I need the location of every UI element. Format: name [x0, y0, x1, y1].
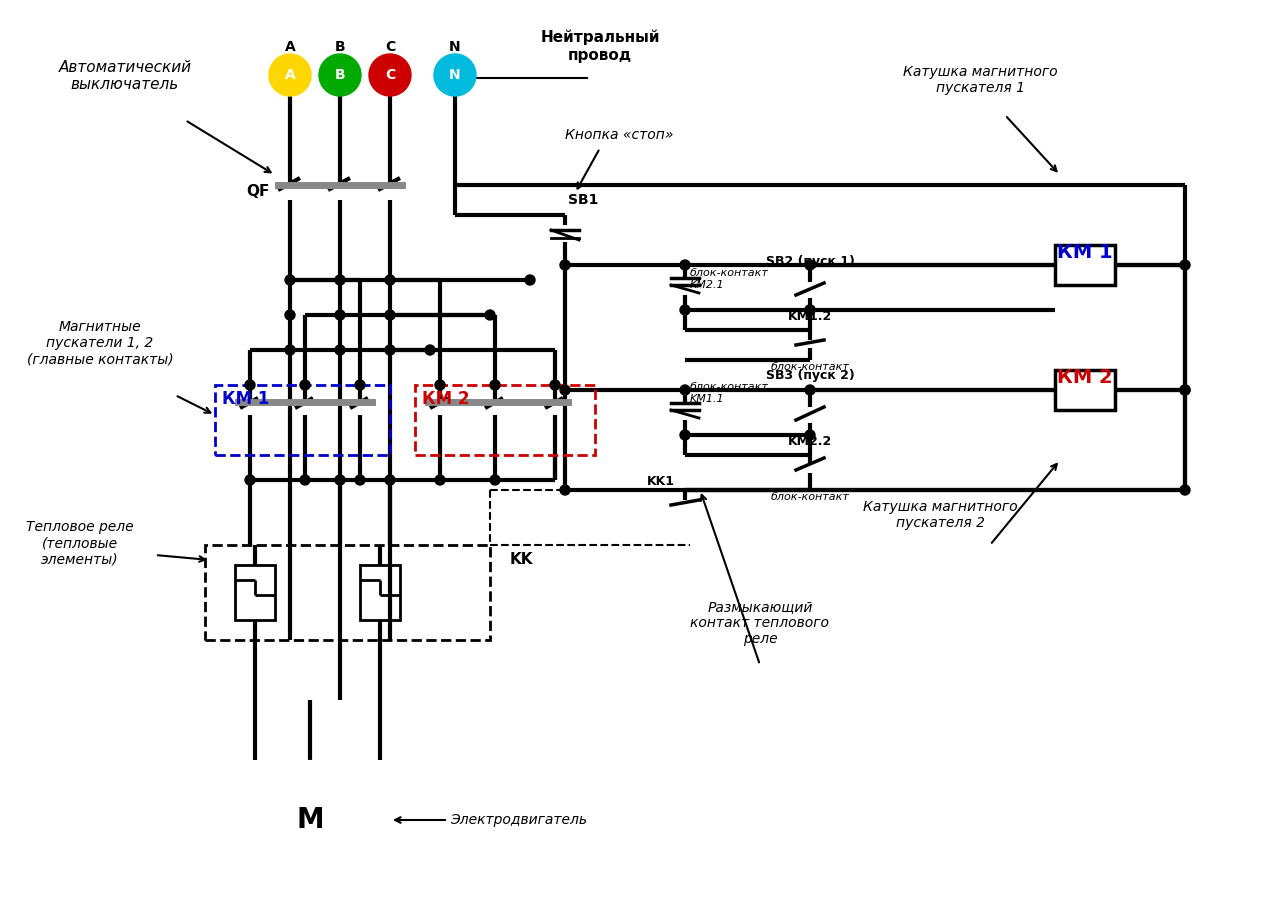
Bar: [235, 565, 275, 620]
Circle shape: [490, 475, 501, 485]
Circle shape: [1180, 485, 1190, 495]
Circle shape: [805, 305, 815, 315]
Text: Катушка магнитного
пускателя 1: Катушка магнитного пускателя 1: [903, 65, 1057, 95]
Circle shape: [335, 310, 345, 320]
Circle shape: [335, 345, 345, 355]
Circle shape: [561, 385, 570, 395]
Text: М: М: [296, 806, 324, 834]
Circle shape: [525, 275, 535, 285]
Text: N: N: [450, 68, 461, 82]
Circle shape: [384, 345, 395, 355]
Text: блок-контакт: блок-контакт: [770, 362, 849, 372]
Text: SB1: SB1: [568, 193, 599, 207]
Circle shape: [285, 345, 295, 355]
Circle shape: [369, 54, 411, 96]
Bar: [1055, 245, 1115, 285]
Circle shape: [679, 260, 690, 270]
Circle shape: [490, 380, 501, 390]
Circle shape: [319, 54, 361, 96]
Circle shape: [805, 260, 815, 270]
Circle shape: [561, 485, 570, 495]
Bar: [215, 385, 389, 455]
Text: SB3 (пуск 2): SB3 (пуск 2): [766, 369, 854, 382]
Circle shape: [245, 475, 255, 485]
Circle shape: [245, 380, 255, 390]
Text: A: A: [285, 40, 295, 54]
Text: C: C: [384, 40, 395, 54]
Circle shape: [1180, 385, 1190, 395]
Text: B: B: [335, 68, 345, 82]
Text: QF: QF: [246, 184, 269, 200]
Text: блок-контакт: блок-контакт: [770, 492, 849, 502]
Circle shape: [1180, 385, 1190, 395]
Text: Электродвигатель: Электродвигатель: [450, 813, 587, 827]
Text: Кнопка «стоп»: Кнопка «стоп»: [564, 128, 673, 142]
Circle shape: [335, 475, 345, 485]
Circle shape: [300, 475, 310, 485]
Text: КМ 1: КМ 1: [222, 390, 269, 408]
Text: блок-контакт
KM2.1: блок-контакт KM2.1: [690, 268, 769, 289]
Circle shape: [355, 380, 365, 390]
Circle shape: [435, 475, 444, 485]
Bar: [360, 565, 400, 620]
Text: КМ 2: КМ 2: [421, 390, 470, 408]
Text: KK: KK: [510, 553, 534, 567]
Circle shape: [384, 310, 395, 320]
Text: Тепловое реле
(тепловые
элементы): Тепловое реле (тепловые элементы): [27, 520, 134, 566]
Circle shape: [679, 430, 690, 440]
Text: КМ 1: КМ 1: [1057, 243, 1112, 262]
Circle shape: [485, 310, 495, 320]
Text: Катушка магнитного
пускателя 2: Катушка магнитного пускателя 2: [863, 500, 1018, 530]
Text: B: B: [335, 40, 345, 54]
Text: C: C: [384, 68, 395, 82]
Circle shape: [425, 345, 435, 355]
Text: КМ 2: КМ 2: [1057, 368, 1112, 387]
Text: Размыкающий
контакт теплового
реле: Размыкающий контакт теплового реле: [691, 600, 830, 647]
Circle shape: [355, 475, 365, 485]
Circle shape: [1180, 260, 1190, 270]
Circle shape: [285, 310, 295, 320]
Circle shape: [285, 275, 295, 285]
Text: SB2 (пуск 1): SB2 (пуск 1): [766, 255, 854, 268]
Circle shape: [269, 54, 312, 96]
Circle shape: [679, 305, 690, 315]
Text: KM1.2: KM1.2: [788, 310, 833, 323]
Circle shape: [384, 475, 395, 485]
Circle shape: [435, 380, 444, 390]
Bar: [1055, 370, 1115, 410]
Circle shape: [550, 380, 561, 390]
Text: KK1: KK1: [647, 475, 676, 488]
Circle shape: [300, 380, 310, 390]
Circle shape: [434, 54, 476, 96]
Text: KM2.2: KM2.2: [788, 435, 833, 448]
Text: Автоматический
выключатель: Автоматический выключатель: [59, 60, 192, 92]
Text: Магнитные
пускатели 1, 2
(главные контакты): Магнитные пускатели 1, 2 (главные контак…: [27, 320, 174, 367]
Text: блок-контакт
KM1.1: блок-контакт KM1.1: [690, 382, 769, 403]
Circle shape: [252, 762, 368, 878]
Bar: [206, 545, 490, 640]
Text: A: A: [285, 68, 295, 82]
Circle shape: [805, 430, 815, 440]
Circle shape: [805, 305, 815, 315]
Circle shape: [679, 385, 690, 395]
Text: N: N: [450, 40, 461, 54]
Text: Нейтральный
провод: Нейтральный провод: [540, 30, 660, 63]
Bar: [415, 385, 595, 455]
Circle shape: [805, 385, 815, 395]
Circle shape: [561, 260, 570, 270]
Circle shape: [384, 275, 395, 285]
Circle shape: [335, 275, 345, 285]
